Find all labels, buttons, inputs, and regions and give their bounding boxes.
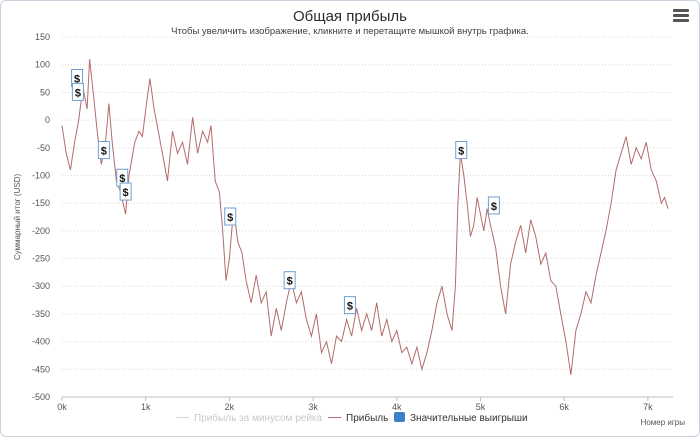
y-tick-label: -450 (32, 364, 50, 374)
big-win-marker[interactable]: $ (97, 141, 110, 160)
marker-label: $ (74, 74, 80, 86)
marker-box (487, 196, 500, 215)
legend-label: Прибыль за минусом рейка (194, 413, 323, 424)
x-tick-label: 6k (559, 402, 569, 412)
x-axis-ticks: 0k 1k 2k 3k 4k 5k 6k 7k (57, 397, 653, 412)
marker-box (343, 296, 356, 315)
y-tick-label: -300 (32, 281, 50, 291)
marker-label: $ (347, 301, 353, 313)
x-tick-label: 3k (308, 402, 318, 412)
marker-box (224, 207, 237, 226)
big-win-marker[interactable]: $ (455, 141, 468, 160)
marker-label: $ (101, 146, 107, 158)
marker-label: $ (287, 276, 293, 288)
chart-title: Общая прибыль (292, 8, 408, 25)
x-tick-label: 7k (643, 402, 653, 412)
big-win-marker[interactable]: $ (283, 271, 296, 290)
y-tick-label: -100 (32, 170, 50, 180)
chart-subtitle: Чтобы увеличить изображение, кликните и … (171, 26, 529, 37)
y-tick-label: -200 (32, 226, 50, 236)
y-axis-ticks: 150 100 50 0 -50 -100 -150 -200 -250 -300 -350 -400… (32, 32, 50, 402)
big-win-markers: $$$$$$$$$$ (71, 69, 500, 315)
x-tick-label: 2k (225, 402, 235, 412)
marker-box (119, 182, 132, 201)
x-tick-label: 0k (57, 402, 67, 412)
y-tick-label: 100 (35, 60, 50, 70)
y-tick-label: -250 (32, 254, 50, 264)
legend-item-profit[interactable]: Прибыль (328, 413, 388, 424)
legend-item-rake-profit[interactable]: Прибыль за минусом рейка (176, 413, 322, 424)
big-win-marker[interactable]: $ (71, 82, 84, 101)
marker-label: $ (75, 87, 81, 99)
y-tick-label: -400 (32, 337, 50, 347)
grid-lines (62, 36, 673, 370)
marker-box (71, 82, 84, 101)
y-tick-label: 150 (35, 32, 50, 42)
y-tick-label: -150 (32, 198, 50, 208)
y-axis-label: Суммарный итог (USD) (13, 174, 22, 261)
marker-label: $ (227, 212, 233, 224)
marker-label: $ (458, 146, 464, 158)
hamburger-menu-icon[interactable] (673, 9, 689, 23)
marker-box (283, 271, 296, 290)
legend-item-big-wins[interactable]: Значительные выигрыши (394, 412, 528, 424)
y-tick-label: -500 (32, 392, 50, 402)
marker-box (455, 141, 468, 160)
big-win-marker[interactable]: $ (343, 296, 356, 315)
marker-label: $ (119, 173, 125, 185)
y-tick-label: 50 (40, 87, 50, 97)
series-line-profit (61, 59, 669, 375)
x-tick-label: 4k (392, 402, 402, 412)
big-win-marker[interactable]: $ (224, 207, 237, 226)
y-tick-label: -50 (37, 143, 50, 153)
y-tick-label: -350 (32, 309, 50, 319)
big-win-marker[interactable]: $ (119, 182, 132, 201)
x-tick-label: 1k (141, 402, 151, 412)
y-tick-label: 0 (45, 115, 50, 125)
x-axis-label: Номер игры (641, 418, 686, 427)
chart-legend: Прибыль за минусом рейка Прибыль Значите… (1, 412, 699, 427)
legend-label: Прибыль (346, 413, 389, 424)
legend-label: Значительные выигрыши (410, 413, 528, 424)
big-win-marker[interactable]: $ (487, 196, 500, 215)
marker-label: $ (123, 187, 129, 199)
marker-label: $ (491, 201, 497, 213)
x-tick-label: 5k (476, 402, 486, 412)
marker-box (97, 141, 110, 160)
